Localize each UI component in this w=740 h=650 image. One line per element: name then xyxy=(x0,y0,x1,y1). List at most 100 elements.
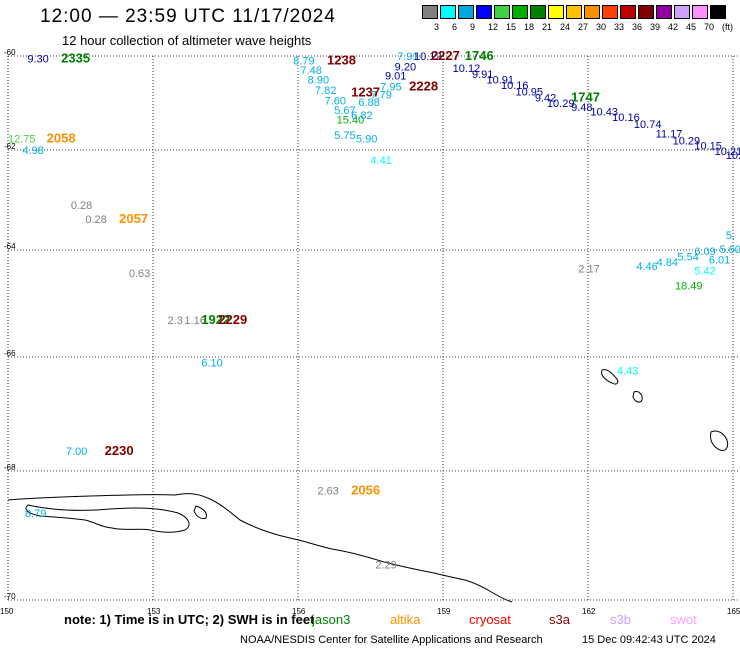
legend-swatch xyxy=(440,5,456,19)
wave-height-value: 10.21 xyxy=(715,146,740,158)
y-tick-label: -60 xyxy=(4,48,16,57)
pass-time-label: 2056 xyxy=(351,482,380,497)
legend-unit: (ft) xyxy=(722,22,733,32)
pass-time-label: 2230 xyxy=(105,443,134,458)
pass-time-label: 2227 xyxy=(431,48,460,63)
wave-height-value: 12.75 xyxy=(8,133,36,145)
wave-height-value: 0.28 xyxy=(71,200,92,212)
wave-height-value: 5.75 xyxy=(334,130,355,142)
wave-height-value: 5.60 xyxy=(719,244,740,256)
legend-label: 12 xyxy=(488,22,499,32)
wave-height-value: 4.84 xyxy=(657,257,678,269)
wave-height-value: 7.79 xyxy=(371,90,392,102)
wave-height-value: 9.30 xyxy=(27,53,48,65)
wave-height-value: 10.12 xyxy=(453,63,481,75)
wave-height-value: 6.01 xyxy=(709,255,730,267)
x-tick-label: 165 xyxy=(727,607,740,616)
legend-swatch xyxy=(692,5,708,19)
wave-height-value: 9.48 xyxy=(571,102,592,114)
coastline xyxy=(7,369,729,603)
legend-label: 30 xyxy=(596,22,607,32)
y-tick-label: -70 xyxy=(4,592,16,601)
legend-swatch xyxy=(548,5,564,19)
wave-height-value: 4.43 xyxy=(617,366,638,378)
legend-swatch xyxy=(422,5,438,19)
pass-time-label: 2229 xyxy=(218,312,247,327)
legend-swatch xyxy=(710,5,726,19)
wave-height-value: 6.10 xyxy=(201,358,222,370)
generated-timestamp: 15 Dec 09:42:43 UTC 2024 xyxy=(582,634,716,646)
wave-height-value: 4.41 xyxy=(371,155,392,167)
wave-height-value: 1.16 xyxy=(184,315,205,327)
wave-height-value: 10.29 xyxy=(547,98,575,110)
wave-height-value: 11.17 xyxy=(656,129,683,141)
legend-swatch xyxy=(602,5,618,19)
pass-time-label: 1746 xyxy=(465,48,494,63)
wave-height-value: 6.88 xyxy=(358,97,379,109)
wave-height-value: 4.46 xyxy=(636,261,657,273)
x-tick-label: 162 xyxy=(582,607,596,616)
wave-height-value: 9.42 xyxy=(535,92,556,104)
wave-height-value: 6.09 xyxy=(694,246,715,258)
wave-height-value: 5.90 xyxy=(356,134,377,146)
legend-swatch xyxy=(530,5,546,19)
pass-time-label: 1238 xyxy=(327,53,356,68)
wave-height-value: 2.3 xyxy=(168,315,183,327)
legend-swatch xyxy=(638,5,654,19)
wave-height-value: 7.82 xyxy=(315,85,336,97)
legend-label: 33 xyxy=(614,22,625,32)
wave-height-value: 0.63 xyxy=(129,268,150,280)
wave-height-value: 2.63 xyxy=(317,485,338,497)
axis-tick-labels: 150 153 156 159 162 165 -60 -62 -64 -66 -68 -70 xyxy=(0,48,740,616)
legend-swatch xyxy=(566,5,582,19)
y-tick-label: -66 xyxy=(4,349,16,358)
page-title: 12:00 — 23:59 UTC 11/17/2024 xyxy=(40,6,336,27)
wave-height-value: 15.40 xyxy=(337,114,365,126)
satellite-swot: swot xyxy=(670,612,697,627)
wave-height-value: 5. xyxy=(726,230,735,242)
pass-time-label: 2058 xyxy=(47,130,76,145)
satellite-altika: altika xyxy=(390,612,421,627)
wave-height-value: 10.74 xyxy=(634,119,662,131)
legend-label: 42 xyxy=(668,22,679,32)
legend-swatch xyxy=(458,5,474,19)
wave-height-value: 7.48 xyxy=(300,65,321,77)
x-tick-label: 150 xyxy=(0,607,14,616)
wave-height-value: 7.95 xyxy=(380,82,401,94)
legend-label: 3 xyxy=(434,22,440,32)
legend-label: 36 xyxy=(632,22,643,32)
legend-label: 9 xyxy=(470,22,476,32)
pass-time-label: 2057 xyxy=(119,211,148,226)
wave-height-value: 10.91 xyxy=(487,75,515,87)
wave-height-value: 10.29 xyxy=(673,136,701,148)
note-text: note: 1) Time is in UTC; 2) SWH is in fe… xyxy=(64,612,315,627)
satellite-cryosat: cryosat xyxy=(469,612,511,627)
x-tick-label: 159 xyxy=(437,607,451,616)
wave-height-value: 9.20 xyxy=(395,61,416,73)
legend-label: 21 xyxy=(542,22,553,32)
y-tick-label: -62 xyxy=(4,142,16,151)
legend-label: 6 xyxy=(452,22,458,32)
legend-label: 24 xyxy=(560,22,571,32)
wave-height-value: 10.43 xyxy=(590,106,618,118)
wave-height-value: 9.91 xyxy=(472,69,493,81)
satellite-jason3: jason3 xyxy=(312,612,351,627)
wave-height-value: 7.60 xyxy=(325,96,346,108)
wave-height-value: 10. xyxy=(726,150,740,162)
legend-label: 70 xyxy=(704,22,715,32)
satellite-s3b: s3b xyxy=(610,612,631,627)
legend-swatch xyxy=(584,5,600,19)
legend-swatch xyxy=(494,5,510,19)
subtitle: 12 hour collection of altimeter wave hei… xyxy=(62,33,312,48)
y-tick-label: -68 xyxy=(4,463,16,472)
wave-height-value: 6.82 xyxy=(351,110,372,122)
wave-height-value: 7.00 xyxy=(66,446,87,458)
legend-swatch xyxy=(476,5,492,19)
satellite-s3a: s3a xyxy=(549,612,570,627)
y-tick-label: -64 xyxy=(4,242,16,251)
wave-height-value: 8.79 xyxy=(293,56,314,68)
x-tick-label: 153 xyxy=(147,607,161,616)
legend-swatch xyxy=(512,5,528,19)
